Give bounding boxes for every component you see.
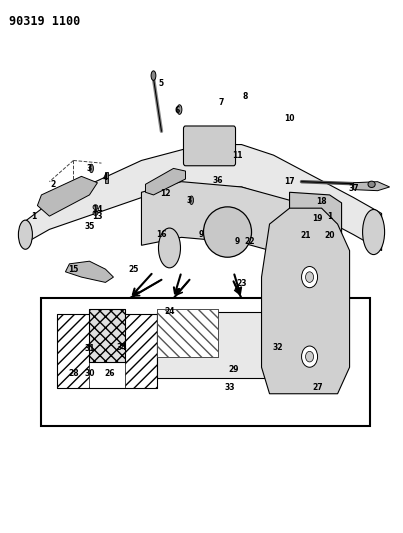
Ellipse shape bbox=[158, 228, 181, 268]
Bar bbox=[57, 314, 158, 389]
FancyBboxPatch shape bbox=[183, 126, 235, 166]
Text: 19: 19 bbox=[312, 214, 323, 223]
Text: 21: 21 bbox=[300, 231, 311, 240]
Text: 4: 4 bbox=[103, 173, 108, 182]
Ellipse shape bbox=[305, 351, 314, 362]
Ellipse shape bbox=[322, 238, 332, 247]
Text: 1: 1 bbox=[327, 212, 332, 221]
Polygon shape bbox=[262, 208, 349, 394]
Text: 8: 8 bbox=[243, 92, 248, 101]
Text: 14: 14 bbox=[92, 205, 103, 214]
Polygon shape bbox=[65, 261, 114, 282]
Ellipse shape bbox=[151, 71, 156, 80]
Text: 34: 34 bbox=[116, 343, 127, 352]
Ellipse shape bbox=[301, 346, 318, 367]
Text: 6: 6 bbox=[175, 106, 180, 115]
Text: 20: 20 bbox=[324, 231, 335, 240]
Bar bbox=[42, 298, 370, 425]
Text: 7: 7 bbox=[219, 98, 224, 107]
Text: 31: 31 bbox=[84, 344, 95, 353]
Text: 28: 28 bbox=[68, 369, 79, 378]
Text: 1: 1 bbox=[31, 212, 36, 221]
Text: 5: 5 bbox=[159, 79, 164, 88]
Text: 26: 26 bbox=[104, 369, 115, 378]
Text: 29: 29 bbox=[228, 366, 239, 374]
Text: 35: 35 bbox=[84, 222, 95, 231]
Bar bbox=[89, 309, 125, 362]
Ellipse shape bbox=[307, 237, 316, 245]
Text: 24: 24 bbox=[164, 307, 175, 316]
Bar bbox=[158, 309, 218, 357]
Text: 11: 11 bbox=[232, 151, 243, 160]
Text: 10: 10 bbox=[284, 114, 295, 123]
Polygon shape bbox=[141, 182, 289, 256]
Text: 17: 17 bbox=[284, 177, 295, 186]
Bar bbox=[89, 309, 125, 362]
Text: 30: 30 bbox=[84, 369, 95, 378]
Ellipse shape bbox=[93, 205, 98, 209]
Text: 27: 27 bbox=[312, 383, 323, 392]
Polygon shape bbox=[353, 182, 390, 191]
Ellipse shape bbox=[19, 220, 32, 249]
Ellipse shape bbox=[368, 181, 375, 188]
Polygon shape bbox=[289, 192, 342, 243]
Text: 90319 1100: 90319 1100 bbox=[9, 14, 81, 28]
Text: 18: 18 bbox=[316, 197, 327, 206]
Ellipse shape bbox=[301, 266, 318, 288]
Text: 25: 25 bbox=[128, 265, 139, 273]
Text: 33: 33 bbox=[224, 383, 235, 392]
Text: 36: 36 bbox=[212, 176, 223, 185]
Text: 32: 32 bbox=[272, 343, 283, 352]
Polygon shape bbox=[297, 225, 334, 251]
Polygon shape bbox=[145, 168, 185, 195]
Ellipse shape bbox=[363, 209, 384, 255]
Bar bbox=[158, 309, 218, 357]
Text: 2: 2 bbox=[51, 180, 56, 189]
Bar bbox=[105, 172, 108, 183]
Bar bbox=[158, 312, 270, 378]
Polygon shape bbox=[21, 144, 382, 251]
Bar bbox=[125, 314, 158, 389]
Text: 22: 22 bbox=[244, 237, 255, 246]
Text: 9: 9 bbox=[235, 237, 240, 246]
Text: 16: 16 bbox=[156, 230, 167, 239]
Text: 9: 9 bbox=[199, 230, 204, 239]
Ellipse shape bbox=[204, 207, 251, 257]
Text: 12: 12 bbox=[160, 189, 171, 198]
Ellipse shape bbox=[93, 211, 98, 215]
Text: 15: 15 bbox=[68, 265, 79, 273]
Ellipse shape bbox=[189, 196, 193, 205]
Text: 3: 3 bbox=[187, 196, 192, 205]
Text: 3: 3 bbox=[87, 164, 92, 173]
Ellipse shape bbox=[305, 272, 314, 282]
Text: 13: 13 bbox=[92, 212, 103, 221]
Text: 37: 37 bbox=[348, 183, 359, 192]
Ellipse shape bbox=[89, 164, 93, 173]
Text: 23: 23 bbox=[236, 279, 247, 288]
Ellipse shape bbox=[177, 105, 182, 114]
Polygon shape bbox=[37, 176, 98, 216]
Bar bbox=[57, 314, 89, 389]
